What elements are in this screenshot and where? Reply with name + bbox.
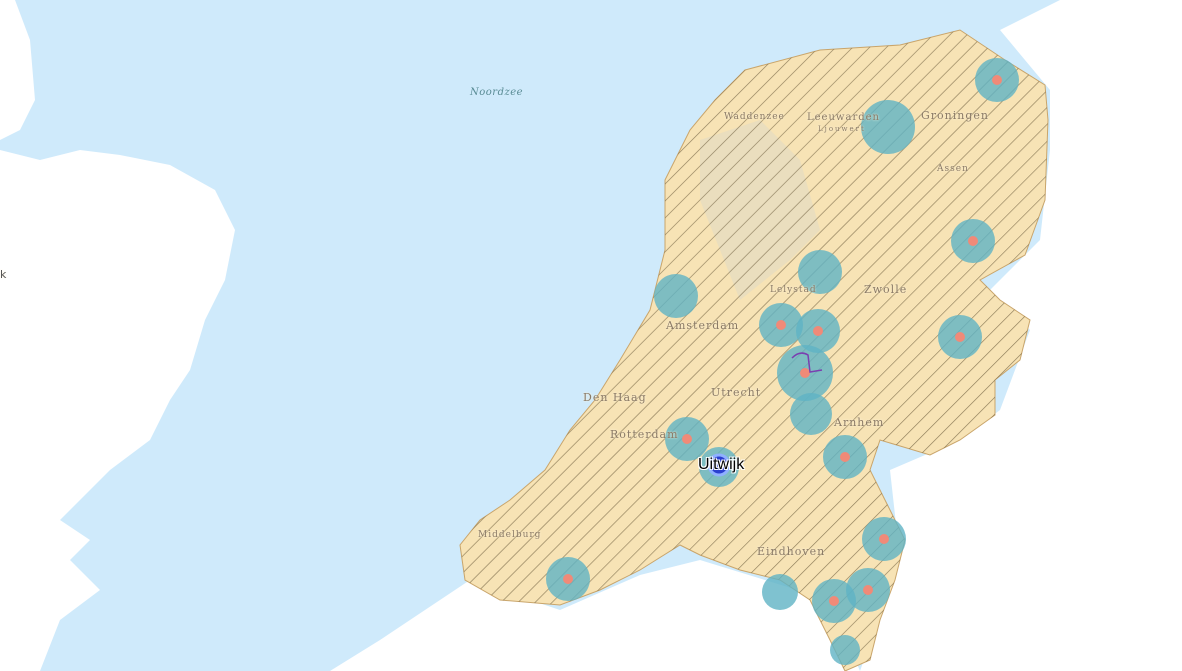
point-marker[interactable] [968, 236, 978, 246]
point-marker[interactable] [682, 434, 692, 444]
point-marker[interactable] [840, 452, 850, 462]
label-lelystad: Lelystad [770, 285, 817, 295]
point-marker[interactable] [813, 326, 823, 336]
route-line [791, 352, 823, 373]
label-leeuwarden: Leeuwarden [807, 112, 880, 123]
buffer-zone[interactable] [654, 274, 698, 318]
point-marker[interactable] [992, 75, 1002, 85]
label-eindhoven: Eindhoven [757, 545, 826, 558]
label-utrecht: Utrecht [711, 386, 762, 399]
label-edge: k [0, 268, 7, 281]
label-assen: Assen [937, 164, 969, 174]
location-marker-icon[interactable] [707, 453, 731, 477]
england-north [0, 0, 35, 140]
buffer-zone[interactable] [798, 250, 842, 294]
hatch-overlay [460, 30, 1048, 671]
label-rotterdam: Rotterdam [610, 428, 679, 441]
buffer-zone[interactable] [790, 393, 832, 435]
point-marker[interactable] [863, 585, 873, 595]
point-marker[interactable] [879, 534, 889, 544]
mainland-europe [330, 560, 860, 671]
label-zwolle: Zwolle [864, 283, 908, 296]
label-middelburg: Middelburg [478, 530, 542, 540]
label-groningen: Groningen [921, 109, 989, 122]
buffer-zone[interactable] [861, 100, 915, 154]
label-arnhem: Arnhem [834, 416, 885, 429]
england-landmass [0, 150, 235, 671]
label-den-haag: Den Haag [583, 391, 647, 404]
point-marker[interactable] [829, 596, 839, 606]
point-marker[interactable] [563, 574, 573, 584]
buffer-zone[interactable] [762, 574, 798, 610]
label-ljouwert: Ljouwert [818, 125, 866, 133]
germany-land [860, 0, 1182, 671]
point-marker[interactable] [955, 332, 965, 342]
label-noordzee: Noordzee [470, 87, 524, 98]
buffer-zone[interactable] [830, 635, 860, 665]
marker-label-uitwijk[interactable]: Uitwijk [698, 456, 745, 473]
label-waddenzee: Waddenzee [724, 112, 785, 122]
point-marker[interactable] [800, 368, 810, 378]
label-amsterdam: Amsterdam [666, 319, 740, 332]
point-marker[interactable] [776, 320, 786, 330]
